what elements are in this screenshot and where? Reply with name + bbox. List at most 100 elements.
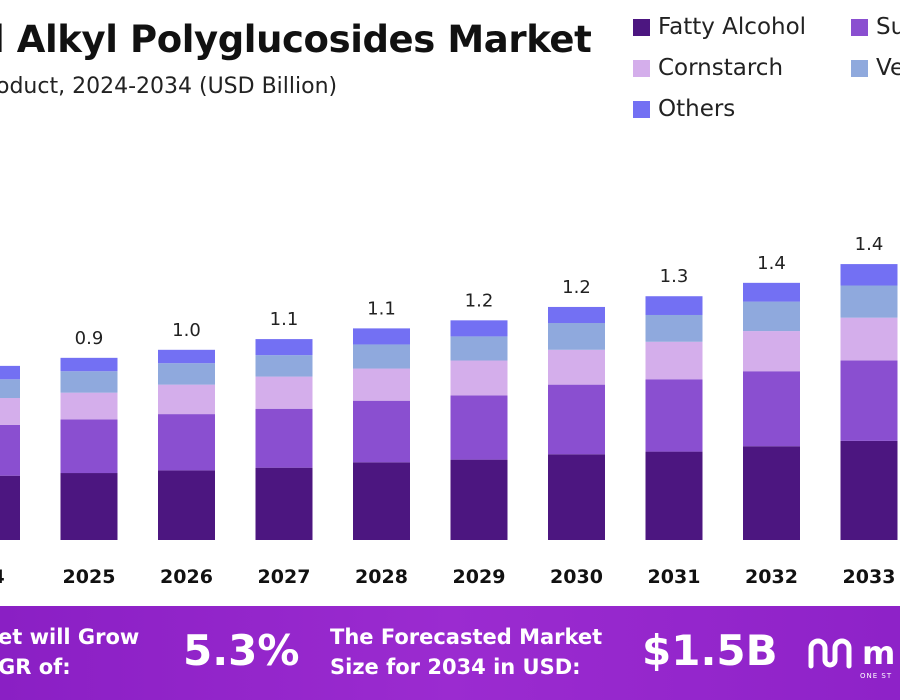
bar-vegetable-oil-2033 bbox=[840, 285, 898, 318]
legend-item-cornstarch: Cornstarch bbox=[633, 55, 783, 81]
bar-sugars-2026 bbox=[158, 414, 215, 471]
x-tick-label-24: 24 bbox=[0, 566, 5, 588]
legend-label-fatty-alcohol: Fatty Alcohol bbox=[658, 14, 807, 40]
legend-item-sugars: Su bbox=[851, 14, 900, 40]
legend-swatch-fatty-alcohol bbox=[633, 18, 650, 36]
growth-text-line2: GR of: bbox=[0, 655, 71, 679]
brand-logo-text: m bbox=[862, 634, 896, 672]
bar-sugars-2027 bbox=[255, 408, 313, 468]
forecast-text: The Forecasted Market Size for 2034 in U… bbox=[330, 622, 602, 682]
summary-banner: et will Grow GR of: 5.3% The Forecasted … bbox=[0, 606, 900, 700]
growth-text-line1: et will Grow bbox=[0, 625, 140, 649]
bar-sugars-2031 bbox=[645, 379, 703, 452]
legend-label-sugars: Su bbox=[876, 14, 900, 40]
total-label-2032: 1.4 bbox=[757, 253, 786, 274]
bar-cornstarch-24 bbox=[0, 398, 20, 425]
brand-logo-icon bbox=[808, 638, 852, 669]
total-label-2031: 1.3 bbox=[660, 266, 689, 287]
bar-others-2028 bbox=[353, 328, 410, 345]
bar-others-2030 bbox=[548, 306, 605, 324]
bar-sugars-2028 bbox=[353, 400, 410, 463]
chart-subtitle: oduct, 2024-2034 (USD Billion) bbox=[0, 74, 338, 99]
x-tick-label-2032: 2032 bbox=[745, 566, 798, 588]
bar-others-2032 bbox=[743, 282, 800, 302]
forecast-text-line1: The Forecasted Market bbox=[330, 625, 603, 649]
total-label-2029: 1.2 bbox=[465, 290, 494, 311]
bar-cornstarch-2025 bbox=[60, 392, 118, 420]
bar-vegetable-oil-24 bbox=[0, 379, 20, 399]
total-label-2026: 1.0 bbox=[172, 320, 201, 341]
total-label-2030: 1.2 bbox=[562, 277, 591, 298]
total-label-2033: 1.4 bbox=[855, 234, 884, 255]
bar-vegetable-oil-2030 bbox=[548, 323, 605, 350]
x-tick-label-2025: 2025 bbox=[63, 566, 116, 588]
bar-cornstarch-2027 bbox=[255, 376, 313, 409]
bar-fatty-alcohol-2027 bbox=[255, 467, 313, 540]
bar-others-24 bbox=[0, 365, 20, 380]
legend-label-vegetable-oil: Ve bbox=[876, 55, 900, 81]
bar-sugars-24 bbox=[0, 424, 20, 476]
bar-fatty-alcohol-2028 bbox=[353, 462, 410, 540]
legend-swatch-cornstarch bbox=[633, 59, 650, 77]
legend-label-others: Others bbox=[658, 96, 736, 122]
x-tick-label-2031: 2031 bbox=[648, 566, 701, 588]
bar-vegetable-oil-2025 bbox=[60, 371, 118, 393]
legend-swatch-vegetable-oil bbox=[851, 59, 868, 77]
x-tick-label-2030: 2030 bbox=[550, 566, 603, 588]
bar-sugars-2025 bbox=[60, 419, 118, 474]
legend-item-others: Others bbox=[633, 96, 735, 122]
cagr-value: 5.3% bbox=[183, 626, 300, 675]
brand-logo: m bbox=[808, 634, 895, 672]
bar-cornstarch-2032 bbox=[743, 331, 800, 372]
bar-vegetable-oil-2026 bbox=[158, 363, 215, 385]
bar-fatty-alcohol-2031 bbox=[645, 451, 703, 540]
bar-sugars-2029 bbox=[450, 395, 508, 460]
forecast-text-line2: Size for 2034 in USD: bbox=[330, 655, 581, 679]
x-tick-label-2029: 2029 bbox=[453, 566, 506, 588]
bar-cornstarch-2031 bbox=[645, 341, 703, 380]
bar-vegetable-oil-2028 bbox=[353, 344, 410, 369]
bar-others-2025 bbox=[60, 357, 118, 372]
bar-fatty-alcohol-2030 bbox=[548, 454, 605, 540]
x-tick-label-2027: 2027 bbox=[258, 566, 311, 588]
bar-fatty-alcohol-2025 bbox=[60, 473, 118, 540]
market-size-value: $1.5B bbox=[642, 626, 778, 675]
bar-cornstarch-2033 bbox=[840, 317, 898, 361]
bar-vegetable-oil-2032 bbox=[743, 301, 800, 332]
bar-fatty-alcohol-2033 bbox=[840, 440, 898, 540]
x-tick-label-2028: 2028 bbox=[355, 566, 408, 588]
bar-fatty-alcohol-2029 bbox=[450, 459, 508, 540]
legend-label-cornstarch: Cornstarch bbox=[658, 55, 784, 81]
chart-title: l Alkyl Polyglucosides Market bbox=[0, 18, 592, 61]
legend-swatch-others bbox=[633, 100, 650, 118]
brand-logo-tagline: ONE ST bbox=[860, 672, 893, 680]
bar-sugars-2032 bbox=[743, 371, 800, 447]
legend-item-vegetable-oil: Ve bbox=[851, 55, 900, 81]
bar-vegetable-oil-2027 bbox=[255, 355, 313, 377]
legend-item-fatty-alcohol: Fatty Alcohol bbox=[633, 14, 806, 40]
bar-cornstarch-2030 bbox=[548, 349, 605, 385]
total-label-2027: 1.1 bbox=[270, 309, 299, 330]
x-tick-label-2033: 2033 bbox=[843, 566, 896, 588]
stacked-bar-chart: 9240.920251.020261.120271.120281.220291.… bbox=[0, 234, 898, 588]
bar-fatty-alcohol-24 bbox=[0, 475, 20, 540]
bar-others-2029 bbox=[450, 320, 508, 337]
bar-fatty-alcohol-2026 bbox=[158, 470, 215, 540]
bar-cornstarch-2029 bbox=[450, 360, 508, 396]
bar-others-2027 bbox=[255, 339, 313, 356]
total-label-2028: 1.1 bbox=[367, 298, 396, 319]
bar-vegetable-oil-2029 bbox=[450, 336, 508, 361]
bar-others-2033 bbox=[840, 264, 898, 286]
bar-cornstarch-2026 bbox=[158, 384, 215, 415]
bar-sugars-2030 bbox=[548, 384, 605, 455]
bar-sugars-2033 bbox=[840, 360, 898, 441]
growth-text: et will Grow GR of: bbox=[0, 622, 139, 682]
total-label-2025: 0.9 bbox=[75, 328, 104, 349]
bar-others-2031 bbox=[645, 296, 703, 315]
bar-others-2026 bbox=[158, 349, 215, 364]
legend-swatch-sugars bbox=[851, 18, 868, 36]
bar-vegetable-oil-2031 bbox=[645, 314, 703, 342]
bar-cornstarch-2028 bbox=[353, 368, 410, 401]
x-tick-label-2026: 2026 bbox=[160, 566, 213, 588]
bar-fatty-alcohol-2032 bbox=[743, 446, 800, 540]
